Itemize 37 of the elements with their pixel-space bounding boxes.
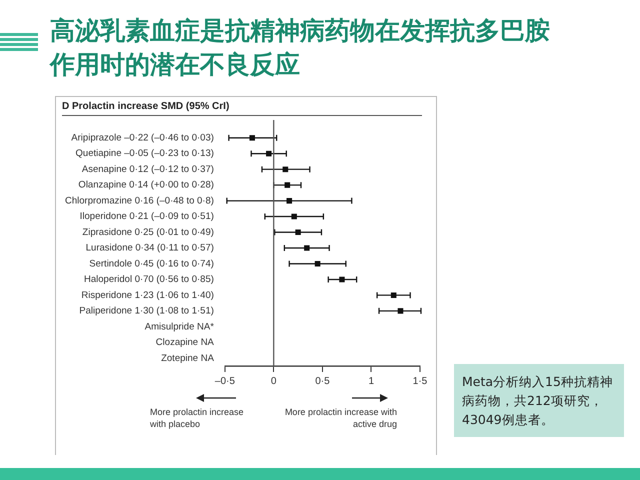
x-tick-label: 0·5 xyxy=(315,376,330,387)
point xyxy=(398,308,404,314)
y-tick-label: Paliperidone 1·30 (1·08 to 1·51) xyxy=(79,306,214,317)
point xyxy=(304,245,310,251)
y-tick-label: Lurasidone 0·34 (0·11 to 0·57) xyxy=(86,242,214,254)
text: More prolactin increase with placebo xyxy=(150,406,245,430)
point xyxy=(314,260,320,266)
point xyxy=(266,150,272,156)
chart-title: 高泌乳素血症是抗精神病药物在发挥抗多巴胺作用时的潜在不良反应 xyxy=(50,15,551,81)
point xyxy=(390,292,396,298)
x-tick-label: –0·5 xyxy=(214,376,236,387)
y-tick-label: Ziprasidone 0·25 (0·01 to 0·49) xyxy=(82,226,214,238)
y-tick-label: Olanzapine 0·14 (+0·00 to 0·28) xyxy=(78,180,214,191)
y-tick-label: Aripiprazole –0·22 (–0·46 to 0·03) xyxy=(71,132,214,144)
point xyxy=(286,198,292,204)
x-tick-label: 0 xyxy=(270,376,277,387)
point xyxy=(339,276,345,282)
text: Meta分析纳入15种抗精神病药物，共212项研究，43049例患者。 xyxy=(454,364,624,437)
x-tick-label: 1·5 xyxy=(412,376,428,387)
point xyxy=(282,166,288,172)
y-tick-label: Amisulpride NA* xyxy=(144,321,214,332)
point xyxy=(249,135,255,141)
y-tick-label: Haloperidol 0·70 (0·56 to 0·85) xyxy=(84,274,214,286)
y-tick-label: Asenapine 0·12 (–0·12 to 0·37) xyxy=(82,164,214,175)
point xyxy=(284,182,290,188)
y-tick-label: Chlorpromazine 0·16 (–0·48 to 0·8) xyxy=(65,195,214,206)
text: More prolactin increase with active drug xyxy=(284,406,397,430)
y-tick-label: Zotepine NA xyxy=(161,352,215,364)
y-tick-label: Quetiapine –0·05 (–0·23 to 0·13) xyxy=(76,148,214,160)
point xyxy=(295,230,301,236)
y-tick-label: Iloperidone 0·21 (–0·09 to 0·51) xyxy=(80,211,214,222)
point xyxy=(291,214,297,220)
y-tick-label: Clozapine NA xyxy=(156,337,215,348)
y-tick-label: Sertindole 0·45 (0·16 to 0·74) xyxy=(89,258,214,270)
x-tick-label: 1 xyxy=(368,376,374,387)
chart-subtitle: D Prolactin increase SMD (95% CrI) xyxy=(62,101,422,116)
y-tick-label: Risperidone 1·23 (1·06 to 1·40) xyxy=(81,290,214,301)
